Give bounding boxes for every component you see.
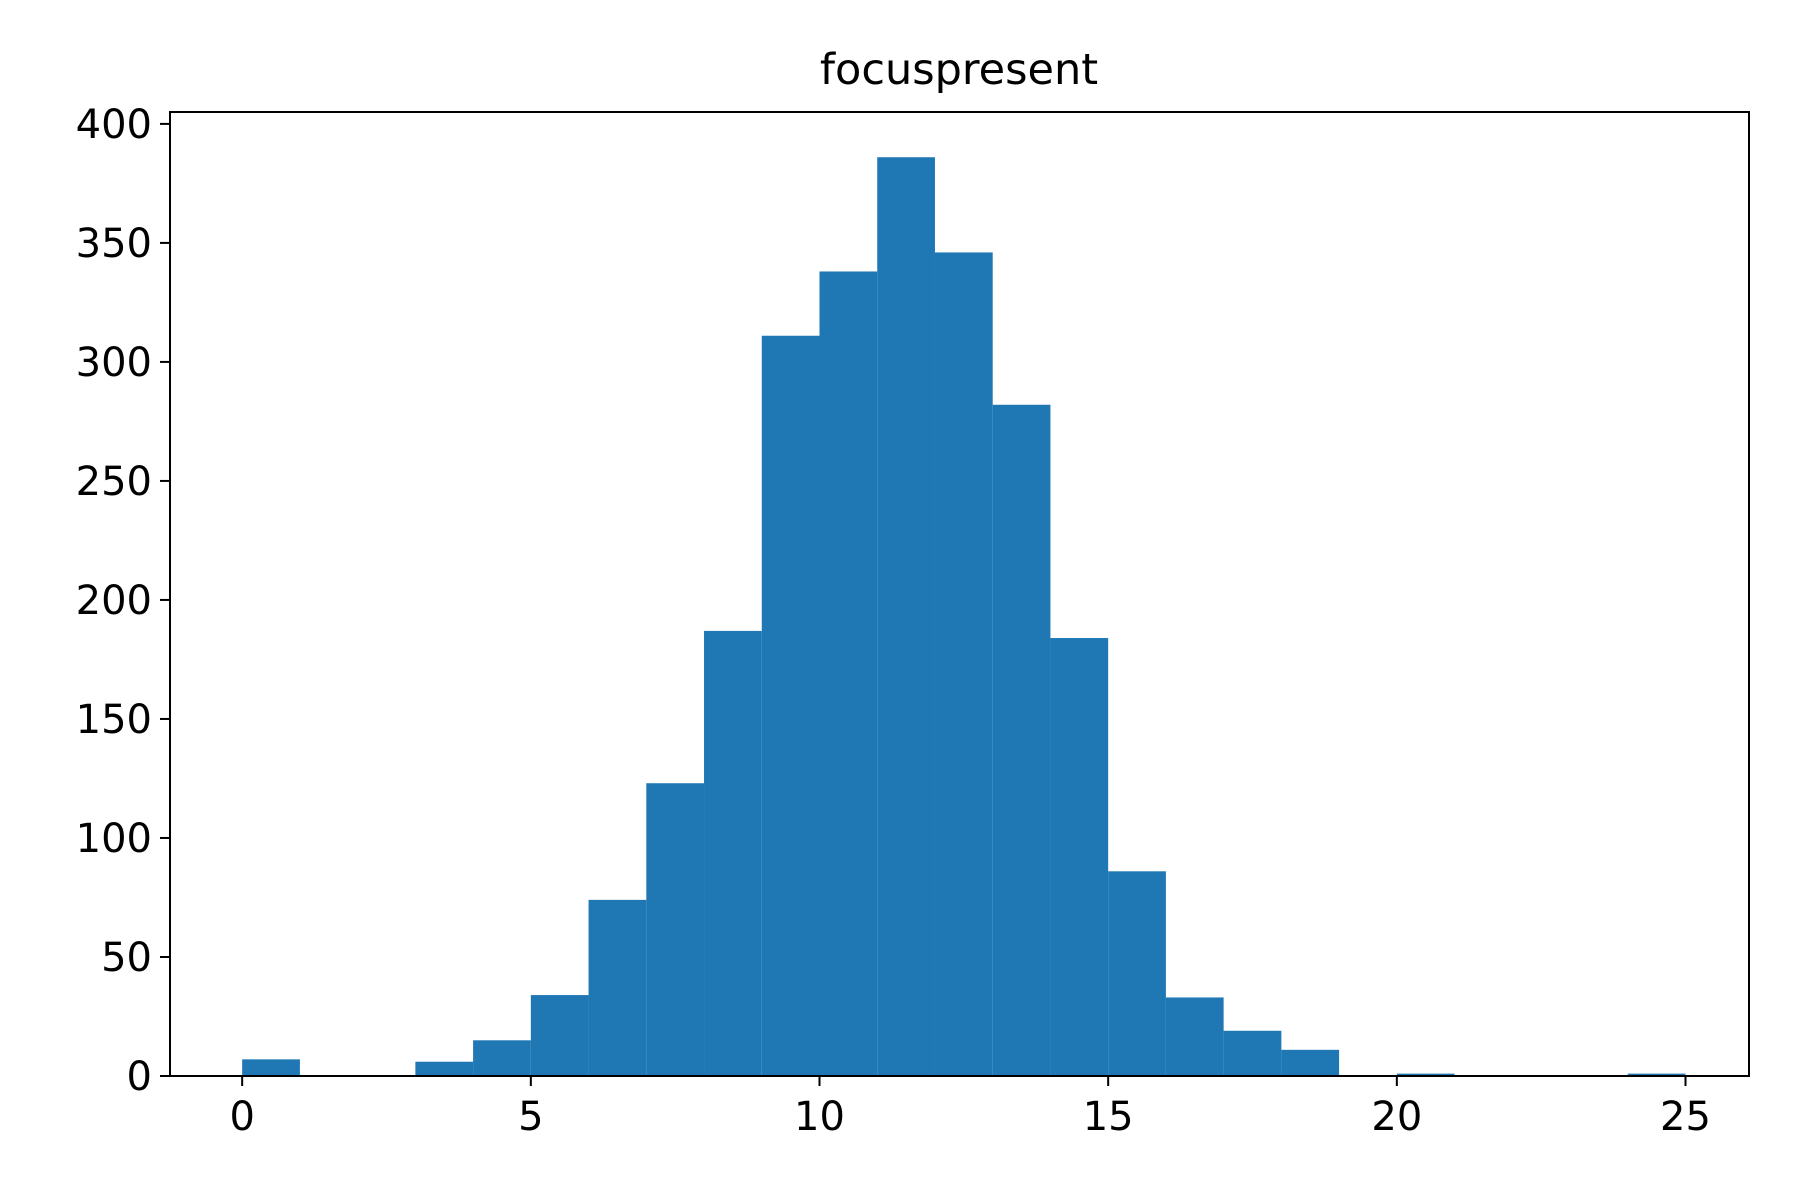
x-tick-label: 10 [794,1094,845,1140]
y-tick-label: 150 [76,697,152,743]
y-tick-label: 250 [76,459,152,505]
y-tick-label: 50 [101,935,152,981]
histogram-bar [646,783,705,1076]
x-tick-label: 20 [1371,1094,1422,1140]
histogram-bar [1223,1030,1282,1076]
y-tick-label: 400 [76,102,152,148]
histogram-bar [1281,1049,1340,1076]
y-tick-label: 200 [76,578,152,624]
histogram-bar [1396,1073,1455,1076]
histogram-bar [588,899,647,1076]
y-tick-label: 350 [76,221,152,267]
histogram-bar [1050,638,1109,1076]
histogram-bar [530,995,589,1076]
x-tick-label: 25 [1660,1094,1711,1140]
histogram-bar [877,157,935,1077]
x-axis: 0 5 10 15 20 25 [229,1076,1711,1140]
chart-title: focuspresent [820,45,1098,95]
histogram-bar [473,1040,531,1076]
histogram-bar [992,404,1051,1076]
histogram-bar [934,252,993,1076]
histogram-bar [819,271,878,1076]
x-tick-label: 5 [518,1094,543,1140]
histogram-bar [1165,997,1224,1076]
y-tick-label: 300 [76,340,152,386]
histogram-bar [242,1059,300,1076]
y-axis: 0 50 100 150 200 250 300 350 400 [76,102,170,1100]
histogram-bar [1108,871,1166,1076]
bars-layer [242,157,1686,1077]
x-tick-label: 15 [1083,1094,1134,1140]
plot-frame [169,111,1750,1077]
histogram-bar [415,1061,474,1076]
histogram-bar [1627,1073,1686,1076]
histogram-bar [761,335,820,1077]
y-tick-label: 100 [76,816,152,862]
y-tick-label: 0 [127,1054,152,1100]
x-tick-label: 0 [229,1094,254,1140]
histogram-bar [704,630,762,1076]
